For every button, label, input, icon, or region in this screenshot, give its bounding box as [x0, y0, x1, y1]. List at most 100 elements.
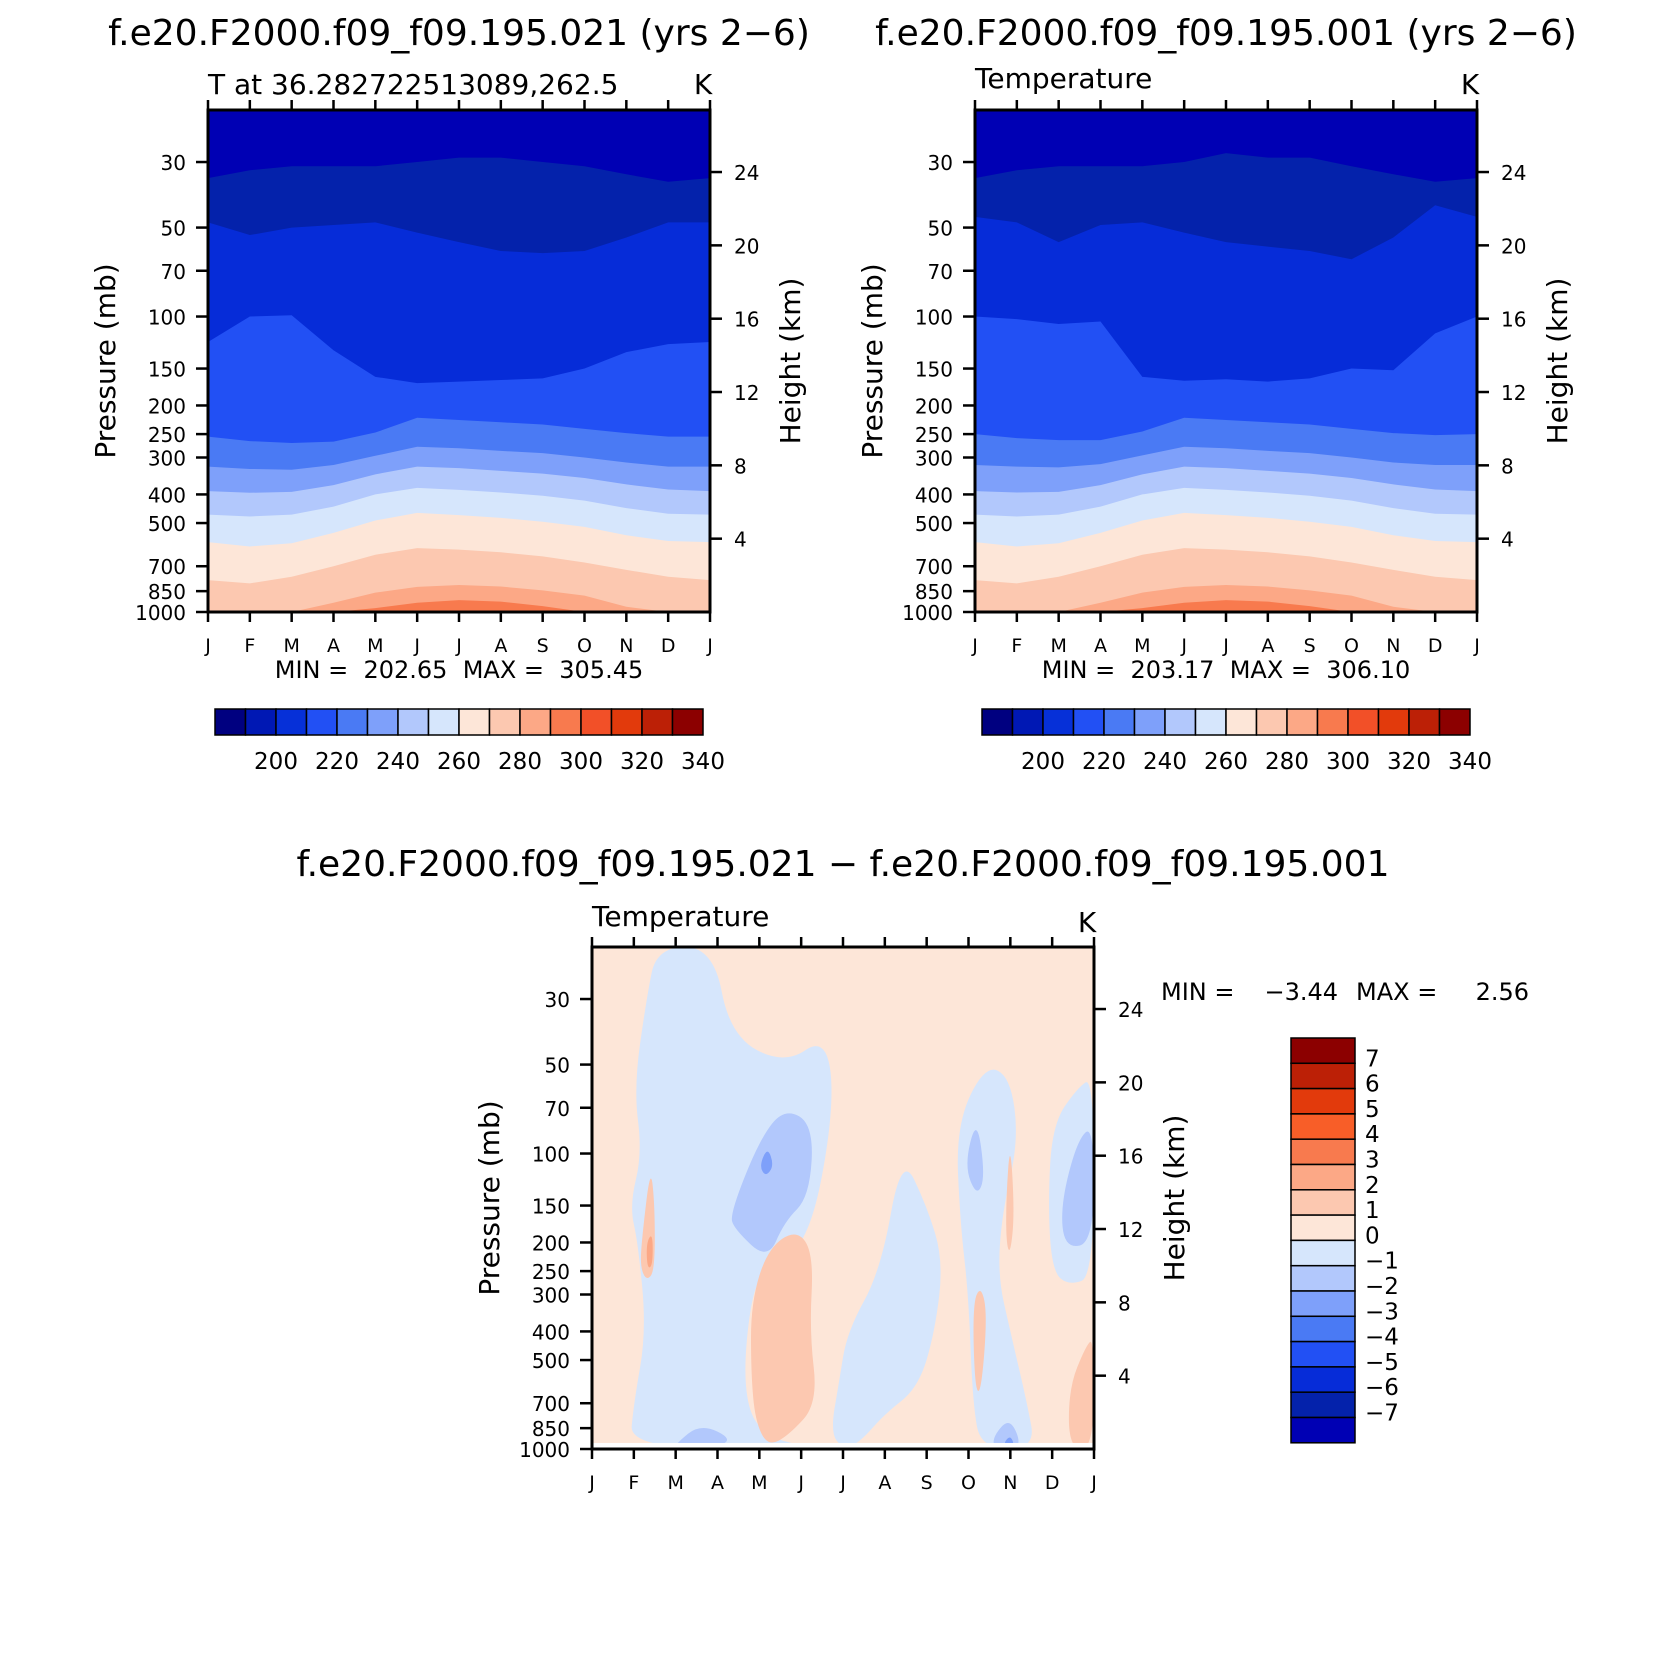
colorbar-swatch	[1347, 708, 1380, 736]
right-tick-label: 8	[734, 454, 747, 478]
x-tick-label: J	[839, 1472, 846, 1494]
colorbar-swatch	[1290, 1163, 1356, 1191]
x-tick-label: O	[961, 1472, 976, 1494]
colorbar-swatch	[1316, 708, 1349, 736]
x-tick-label: S	[537, 635, 549, 657]
x-tick-label: S	[1304, 635, 1316, 657]
y-tick-label: 1000	[519, 1438, 570, 1462]
y-tick-label: 300	[915, 447, 953, 471]
colorbar-label: 7	[1365, 1046, 1380, 1072]
colorbar-swatch	[610, 708, 643, 736]
right-tick-label: 4	[1501, 528, 1514, 552]
x-tick-label: A	[711, 1472, 724, 1494]
contour-band	[975, 584, 1477, 612]
surface-strip	[592, 1443, 1094, 1449]
x-tick-label: J	[455, 635, 462, 657]
y-tick-label: 100	[915, 306, 953, 330]
x-tick-label: J	[971, 635, 978, 657]
right-tick-label: 24	[1118, 998, 1143, 1022]
y-tick-label: 150	[148, 358, 186, 382]
x-tick-label: F	[244, 635, 255, 657]
y-tick-label: 850	[915, 580, 953, 604]
colorbar-swatch	[1290, 1113, 1356, 1140]
right-tick-label: 8	[1118, 1291, 1131, 1315]
y-tick-label: 500	[532, 1349, 570, 1373]
contour-band	[208, 584, 710, 612]
panel3-right-axis-label: Height (km)	[1158, 1115, 1191, 1282]
x-tick-label: N	[1386, 635, 1400, 657]
colorbar-swatch	[1290, 1062, 1356, 1090]
y-tick-label: 850	[532, 1417, 570, 1441]
panel-difference: f.e20.F2000.f09_f09.195.021 − f.e20.F200…	[297, 844, 1529, 1494]
panel2-contour-plot	[975, 110, 1477, 612]
panel2-colorbar: 200 220 240 260 280 300 320 340	[981, 708, 1492, 775]
colorbar-swatch	[458, 708, 491, 736]
y-tick-label: 200	[532, 1231, 570, 1255]
colorbar-swatch	[1255, 708, 1288, 736]
colorbar-label: 4	[1365, 1122, 1380, 1148]
x-tick-label: M	[751, 1472, 767, 1494]
x-tick-label: M	[367, 635, 383, 657]
colorbar-swatch	[1290, 1239, 1356, 1267]
x-tick-label: A	[494, 635, 507, 657]
colorbar-swatch	[1290, 1037, 1356, 1065]
panel1-right-axis-label: Height (km)	[774, 278, 807, 445]
right-tick-label: 4	[734, 528, 747, 552]
y-tick-label: 850	[148, 580, 186, 604]
y-tick-label: 400	[148, 483, 186, 507]
colorbar-swatch	[244, 708, 277, 736]
colorbar-label: 200	[254, 749, 298, 775]
colorbar-swatch	[1133, 708, 1166, 736]
colorbar-label: 1	[1365, 1198, 1380, 1224]
colorbar-label: −7	[1365, 1401, 1399, 1427]
colorbar-swatch	[1103, 708, 1136, 736]
colorbar-swatch	[275, 708, 308, 736]
panel3-stats-min: −3.44	[1264, 978, 1338, 1006]
x-tick-label: M	[1050, 635, 1066, 657]
colorbar-swatch	[1290, 1214, 1356, 1242]
panel2-y-axis-label: Pressure (mb)	[856, 263, 889, 458]
negative-anomaly-region	[761, 1151, 773, 1175]
right-tick-label: 16	[734, 308, 759, 332]
colorbar-swatch	[1290, 1189, 1356, 1216]
colorbar-label: 300	[1326, 749, 1370, 775]
colorbar-swatch	[1290, 1087, 1356, 1115]
colorbar-swatch	[1164, 708, 1197, 736]
colorbar-swatch	[1286, 708, 1319, 736]
panel2-right-axis-label: Height (km)	[1541, 278, 1574, 445]
right-tick-label: 20	[1501, 234, 1526, 258]
colorbar-label: 340	[681, 749, 725, 775]
negative-anomaly-region	[731, 1113, 812, 1252]
x-tick-label: N	[1003, 1472, 1017, 1494]
x-tick-label: S	[921, 1472, 933, 1494]
panel2-units: K	[1461, 68, 1480, 101]
x-tick-label: J	[588, 1472, 595, 1494]
colorbar-label: −6	[1365, 1375, 1399, 1401]
positive-anomaly-region	[973, 1291, 986, 1391]
right-tick-label: 8	[1501, 454, 1514, 478]
colorbar-label: 220	[1082, 749, 1126, 775]
colorbar-label: 5	[1365, 1097, 1380, 1123]
x-tick-label: J	[1090, 1472, 1097, 1494]
panel2-stats: MIN = 203.17 MAX = 306.10	[1042, 656, 1411, 684]
x-tick-label: J	[1473, 635, 1480, 657]
colorbar-swatch	[1290, 1138, 1356, 1166]
y-tick-label: 100	[532, 1143, 570, 1167]
colorbar-label: −4	[1365, 1325, 1399, 1351]
y-tick-label: 150	[532, 1195, 570, 1219]
x-tick-label: A	[878, 1472, 891, 1494]
x-tick-label: D	[1428, 635, 1443, 657]
colorbar-label: −1	[1365, 1249, 1399, 1275]
x-tick-label: A	[1261, 635, 1274, 657]
panel-control-run: f.e20.F2000.f09_f09.195.021 (yrs 2−6) T …	[89, 13, 810, 775]
x-tick-label: J	[1222, 635, 1229, 657]
y-tick-label: 30	[928, 151, 953, 175]
colorbar-swatch	[671, 708, 704, 736]
colorbar-swatch	[1290, 1416, 1356, 1444]
y-tick-label: 500	[915, 512, 953, 536]
colorbar-swatch	[1194, 708, 1227, 736]
colorbar-label: 280	[1265, 749, 1309, 775]
